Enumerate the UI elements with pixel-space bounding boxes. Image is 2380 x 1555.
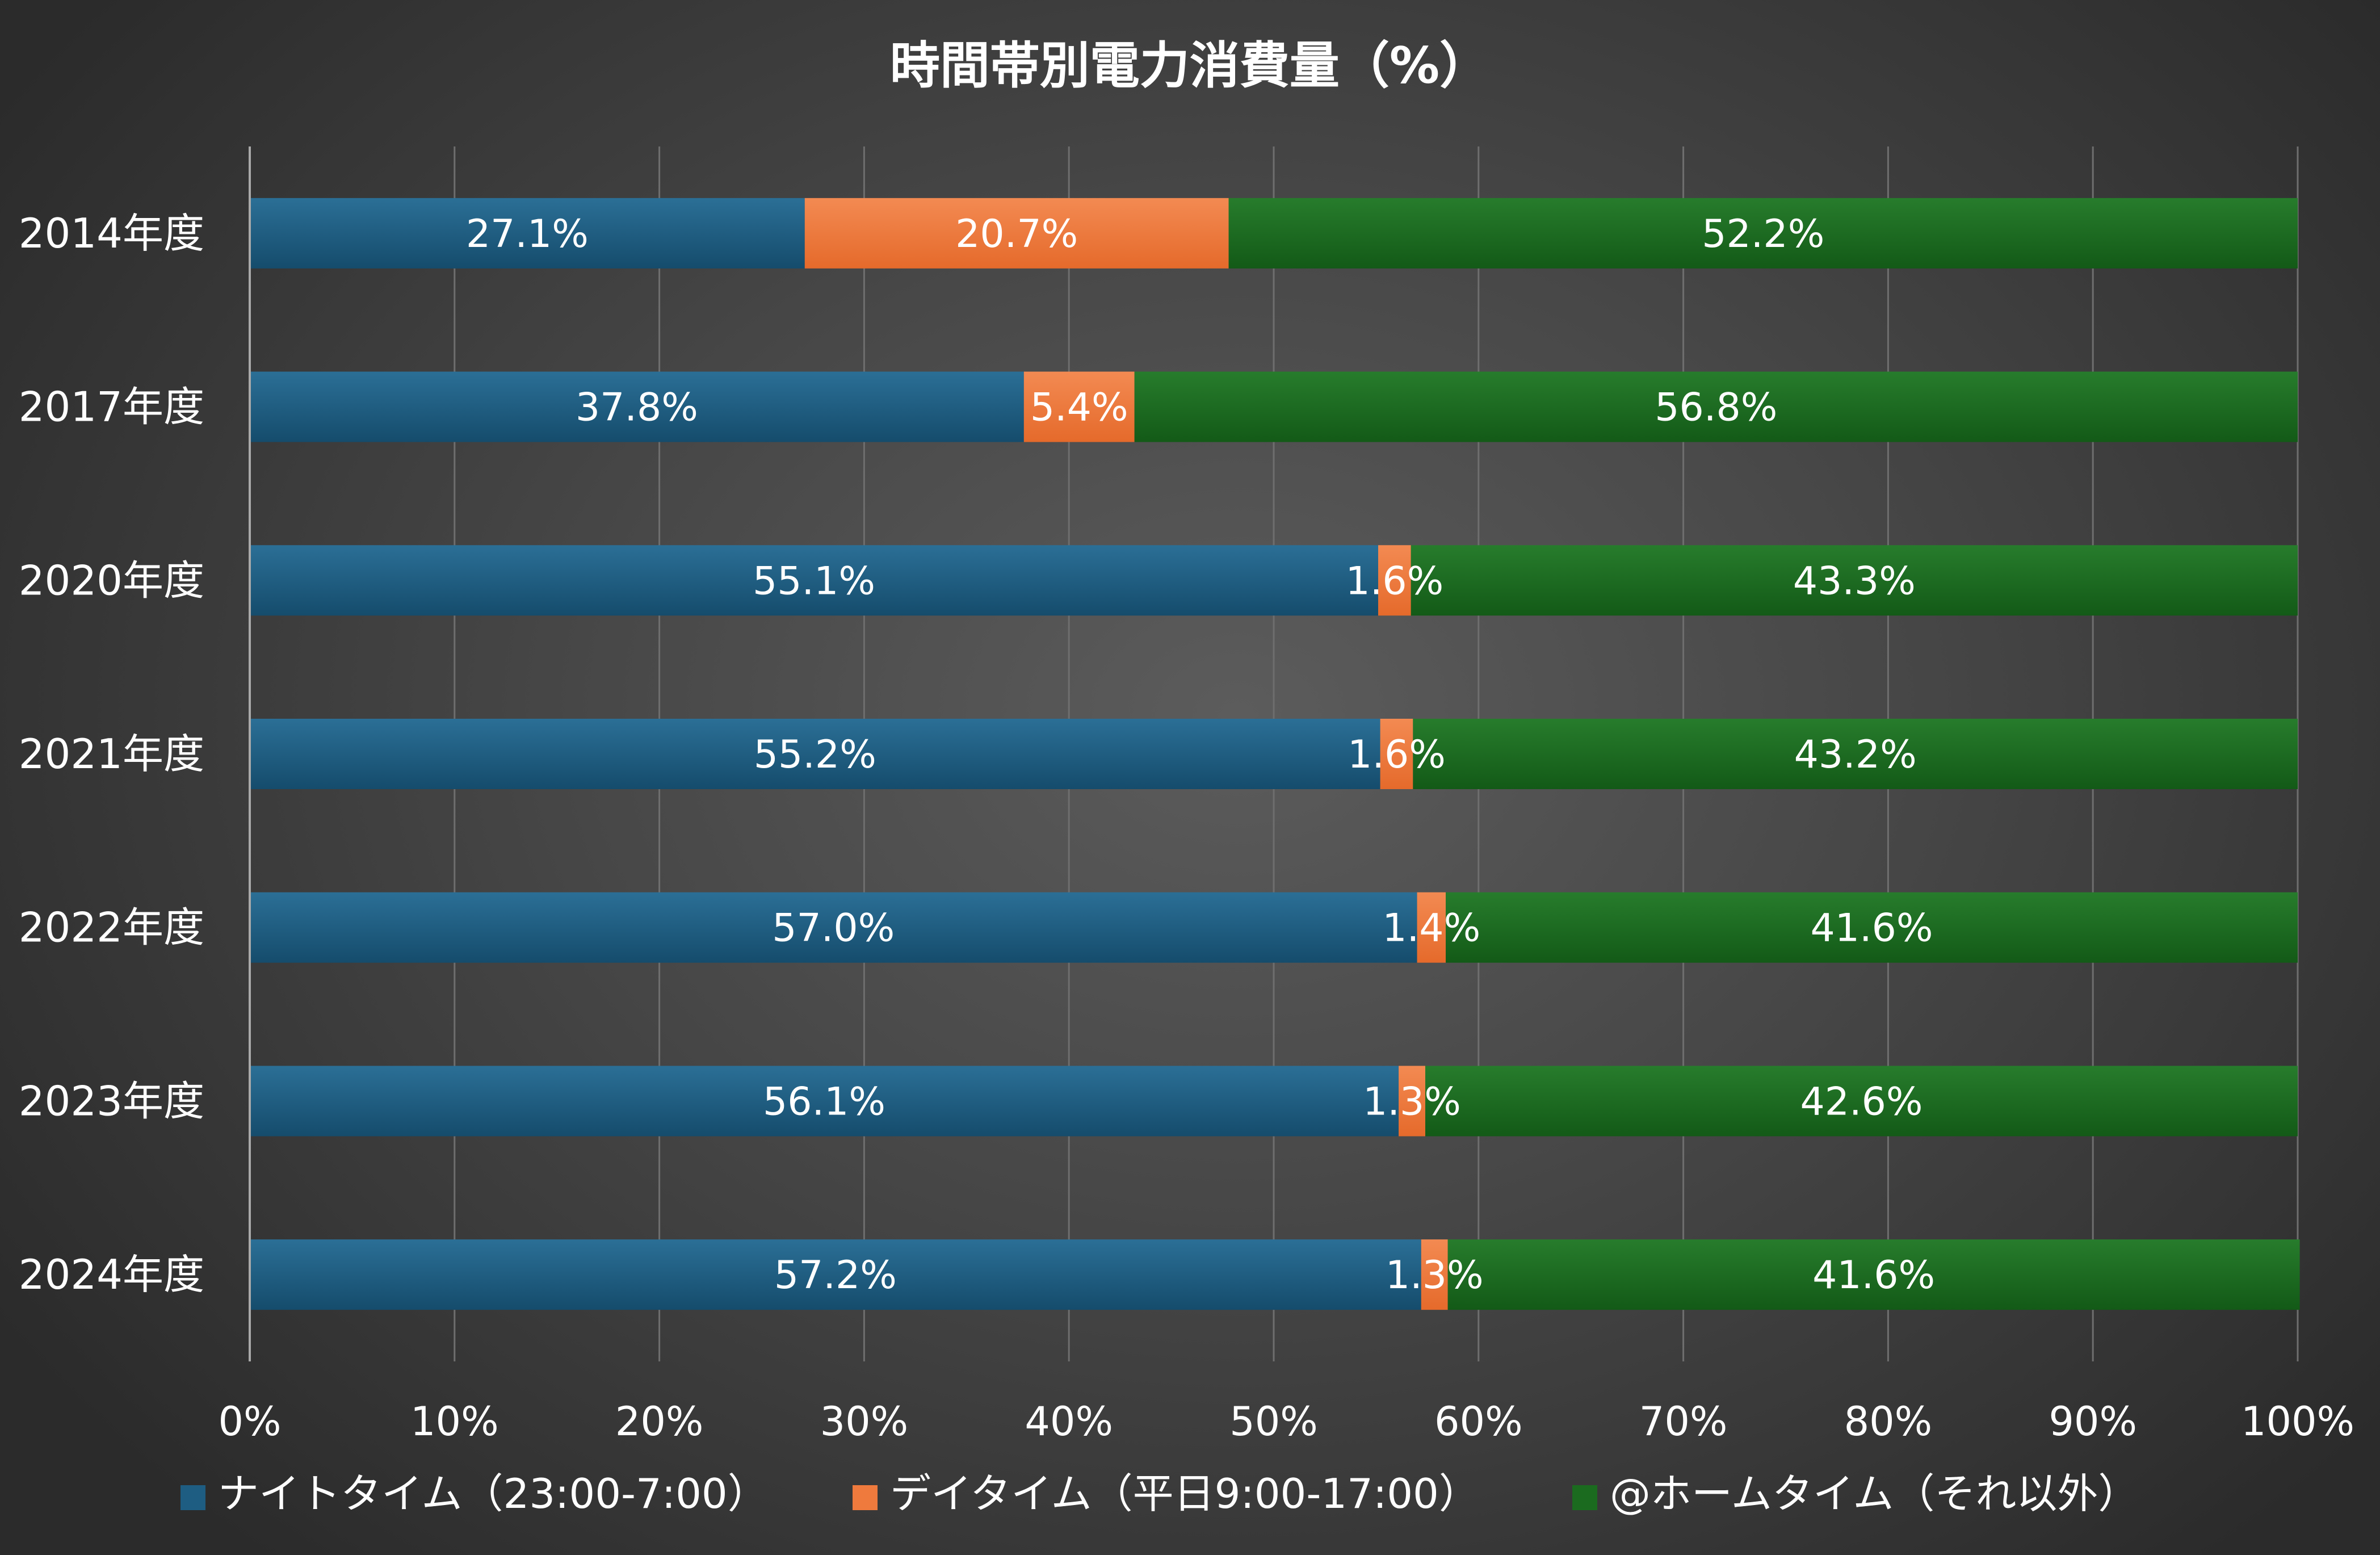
bar-segment	[1446, 892, 2298, 963]
legend-swatch	[181, 1485, 205, 1510]
x-tick-label: 10%	[410, 1398, 499, 1445]
bar-segment	[250, 1066, 1399, 1137]
value-axis-tick-labels: 0% 10% 20% 30% 40% 50% 60% 70% 80% 90% 100%	[218, 1398, 2354, 1445]
bar-segment	[250, 371, 1024, 442]
bar-segment	[1023, 371, 1135, 442]
data-label: 1.3%	[1386, 1253, 1484, 1298]
data-label: 52.2%	[1702, 212, 1824, 257]
category-label: 2024年度	[19, 1251, 204, 1298]
legend-label: @ホームタイム（それ以外）	[1610, 1470, 2139, 1518]
bar-segment	[1421, 1239, 1448, 1310]
x-tick-label: 90%	[2049, 1398, 2137, 1445]
data-label: 41.6%	[1812, 1253, 1935, 1298]
category-label: 2014年度	[19, 209, 204, 257]
bar-segment	[250, 892, 1417, 963]
data-label: 57.2%	[774, 1253, 897, 1298]
data-label: 42.6%	[1800, 1079, 1923, 1124]
data-label: 55.1%	[753, 559, 875, 603]
category-label: 2021年度	[19, 730, 204, 778]
data-label: 55.2%	[754, 732, 876, 777]
data-label: 43.3%	[1793, 559, 1916, 603]
data-label: 56.1%	[763, 1079, 885, 1124]
category-label: 2022年度	[19, 904, 204, 952]
data-label: 41.6%	[1811, 906, 1933, 951]
bar-segment	[250, 545, 1379, 616]
x-tick-label: 30%	[820, 1398, 909, 1445]
bar-segment	[250, 1239, 1421, 1310]
bars	[250, 198, 2300, 1310]
data-label: 20.7%	[955, 212, 1078, 257]
data-label: 1.6%	[1348, 732, 1446, 777]
data-label: 43.2%	[1794, 732, 1917, 777]
data-label: 27.1%	[466, 212, 589, 257]
data-label: 56.8%	[1655, 385, 1777, 430]
legend-label: デイタイム（平日9:00-17:00）	[890, 1470, 1480, 1518]
data-label: 37.8%	[576, 385, 698, 430]
category-axis-labels: 2014年度 2017年度 2020年度 2021年度 2022年度 2023年度 2024…	[19, 209, 204, 1298]
x-tick-label: 80%	[1844, 1398, 1933, 1445]
legend: ナイトタイム（23:00-7:00） デイタイム（平日9:00-17:00） @ホー…	[181, 1470, 2139, 1518]
bar-segment	[1228, 198, 2298, 269]
data-label: 1.4%	[1382, 906, 1480, 951]
bar-segment	[804, 198, 1229, 269]
data-label: 5.4%	[1030, 385, 1128, 430]
data-labels: 27.1% 20.7% 52.2% 37.8% 5.4% 56.8% 55.1% 1.6% 43…	[466, 212, 1935, 1298]
x-tick-label: 20%	[615, 1398, 704, 1445]
x-tick-label: 60%	[1434, 1398, 1523, 1445]
data-label: 1.3%	[1363, 1079, 1461, 1124]
x-tick-label: 50%	[1229, 1398, 1318, 1445]
x-tick-label: 0%	[218, 1398, 281, 1445]
legend-label: ナイトタイム（23:00-7:00）	[218, 1470, 769, 1518]
legend-swatch	[1572, 1485, 1597, 1510]
bar-segment	[1447, 1239, 2300, 1310]
bar-segment	[1417, 892, 1446, 963]
x-tick-label: 40%	[1025, 1398, 1113, 1445]
x-tick-label: 70%	[1639, 1398, 1728, 1445]
bar-segment	[1411, 545, 2298, 616]
bar-segment	[1380, 719, 1413, 789]
bar-segment	[1134, 371, 2298, 442]
legend-swatch	[853, 1485, 878, 1510]
chart-title: 時間帯別電力消費量（%）	[890, 36, 1489, 95]
data-label: 1.6%	[1345, 559, 1443, 603]
category-label: 2023年度	[19, 1077, 204, 1125]
bar-segment	[250, 198, 805, 269]
data-label: 57.0%	[772, 906, 895, 951]
bar-segment	[1425, 1066, 2298, 1137]
bar-segment	[1399, 1066, 1425, 1137]
category-label: 2017年度	[19, 383, 204, 431]
category-label: 2020年度	[19, 556, 204, 604]
x-tick-label: 100%	[2241, 1398, 2354, 1445]
bar-segment	[1378, 545, 1411, 616]
bar-segment	[250, 719, 1380, 789]
bar-segment	[1413, 719, 2298, 789]
